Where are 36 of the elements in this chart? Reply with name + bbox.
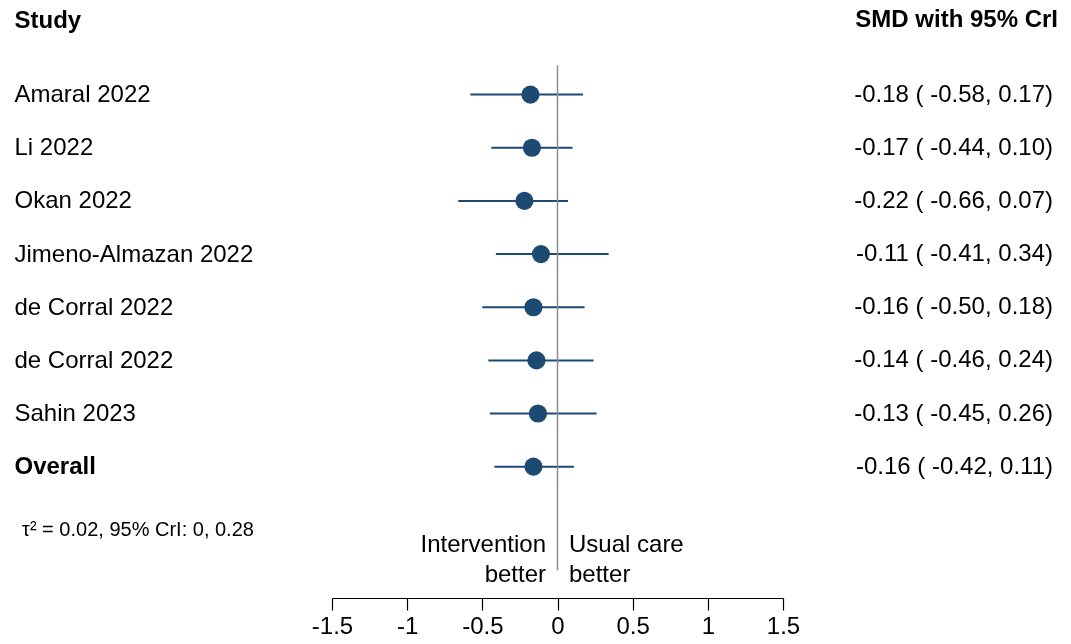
data-label: -0.16 ( -0.42, 0.11): [856, 451, 1053, 479]
point: [531, 244, 551, 264]
data-label: -0.11 ( -0.41, 0.34): [856, 239, 1053, 267]
y-tick-label: de Corral 2022: [14, 345, 174, 373]
data-label: -0.13 ( -0.45, 0.26): [854, 398, 1053, 426]
data-label: -0.22 ( -0.66, 0.07): [854, 185, 1053, 213]
point: [522, 138, 542, 157]
point: [524, 298, 543, 317]
y-tick-label: Sahin 2023: [14, 399, 136, 427]
point: [524, 457, 543, 476]
data-label: -0.18 ( -0.58, 0.17): [854, 79, 1053, 107]
x-tick-label: -0.5: [462, 611, 504, 639]
text: τ² = 0.02, 95% CrI: 0, 0.28: [22, 518, 254, 540]
point: [515, 191, 534, 210]
y-tick-label: Li 2022: [14, 133, 94, 161]
point: [521, 85, 540, 104]
y-axis-title: Study: [14, 5, 82, 33]
text: Usual care better: [569, 530, 684, 587]
y-tick-label: Amaral 2022: [14, 80, 151, 108]
x-tick-label: -1: [396, 611, 419, 639]
text: Intervention better: [420, 530, 546, 587]
x-tick-label: -1.5: [311, 611, 354, 639]
point: [528, 404, 548, 423]
x-tick-label: 0.5: [616, 611, 650, 639]
x-tick-label: 0: [551, 611, 565, 639]
y-tick-label: Okan 2022: [14, 186, 132, 214]
y-tick-label: Jimeno-Almazan 2022: [14, 239, 254, 267]
text: SMD with 95% CrI: [855, 5, 1058, 32]
data-label: -0.17 ( -0.44, 0.10): [854, 132, 1053, 160]
x-tick-label: 1.5: [766, 611, 801, 639]
x-tick-label: 1: [701, 611, 716, 639]
data-label: -0.14 ( -0.46, 0.24): [854, 345, 1053, 373]
y-tick-label: Overall: [14, 452, 96, 480]
y-tick-label: de Corral 2022: [14, 292, 174, 320]
data-label: -0.16 ( -0.50, 0.18): [854, 292, 1053, 320]
point: [527, 351, 546, 370]
